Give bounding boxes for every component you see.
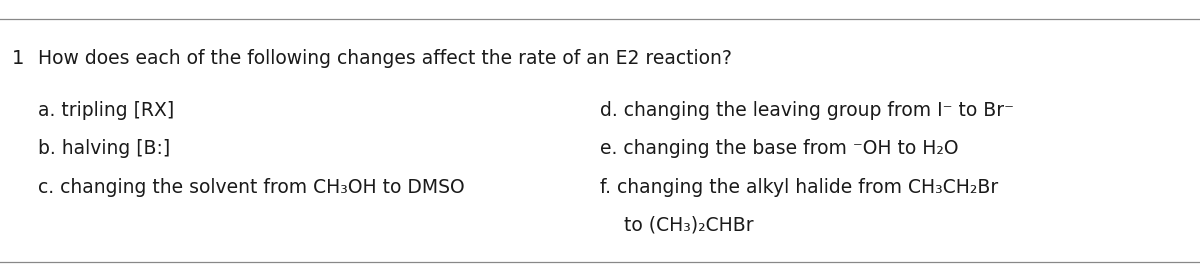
Text: d. changing the leaving group from I⁻ to Br⁻: d. changing the leaving group from I⁻ to… xyxy=(600,101,1014,120)
Text: 1: 1 xyxy=(12,49,24,68)
Text: How does each of the following changes affect the rate of an E2 reaction?: How does each of the following changes a… xyxy=(38,49,732,68)
Text: e. changing the base from ⁻OH to H₂O: e. changing the base from ⁻OH to H₂O xyxy=(600,139,959,158)
Text: b. halving [B:]: b. halving [B:] xyxy=(38,139,170,158)
Text: f. changing the alkyl halide from CH₃CH₂Br: f. changing the alkyl halide from CH₃CH₂… xyxy=(600,177,998,197)
Text: a. tripling [RX]: a. tripling [RX] xyxy=(38,101,175,120)
Text: to (CH₃)₂CHBr: to (CH₃)₂CHBr xyxy=(600,216,754,235)
Text: c. changing the solvent from CH₃OH to DMSO: c. changing the solvent from CH₃OH to DM… xyxy=(38,177,466,197)
